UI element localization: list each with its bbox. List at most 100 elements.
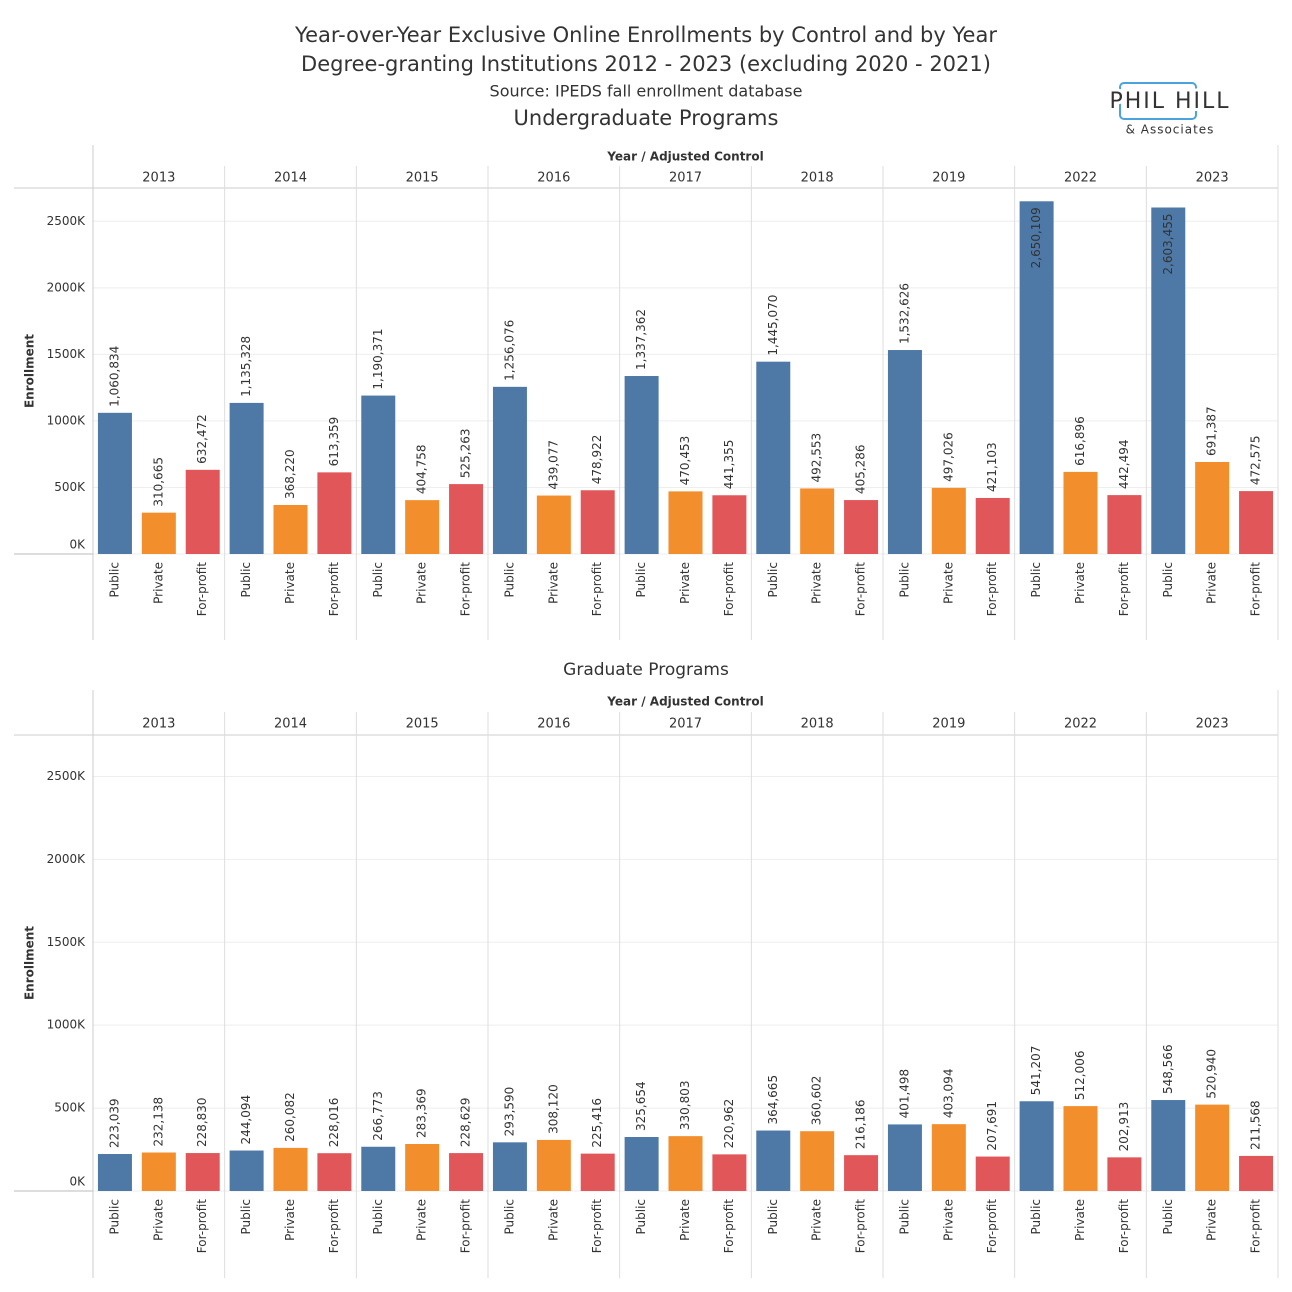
bar [1239,491,1274,554]
year-label: 2016 [537,171,570,186]
bar [536,1139,571,1191]
value-label: 632,472 [195,414,209,464]
year-label: 2022 [1064,171,1097,186]
year-label: 2018 [801,717,834,732]
x-tick-label: Public [371,1199,385,1235]
bar [1195,461,1230,554]
value-label: 1,532,626 [897,283,911,344]
value-label: 207,691 [985,1101,999,1151]
value-label: 2,650,109 [1029,207,1043,268]
y-axis-label: Enrollment [23,334,37,408]
bar [492,1142,527,1191]
value-label: 211,568 [1249,1100,1263,1150]
x-tick-label: For-profit [722,562,736,617]
value-label: 223,039 [107,1098,121,1148]
value-label: 244,094 [239,1095,253,1145]
bar [1107,495,1142,554]
value-label: 442,494 [1117,439,1131,489]
bar [1063,1106,1098,1191]
value-label: 1,190,371 [371,328,385,389]
value-label: 441,355 [722,440,736,490]
x-tick-label: Public [1161,562,1175,598]
x-tick-label: For-profit [195,1199,209,1254]
value-label: 232,138 [151,1097,165,1147]
x-tick-label: For-profit [1249,1199,1263,1254]
chart-title: Undergraduate Programs [514,106,779,130]
bar [97,412,132,554]
value-label: 260,082 [283,1092,297,1142]
x-tick-label: For-profit [1117,1199,1131,1254]
value-label: 497,026 [941,432,955,482]
bar [141,1152,176,1191]
x-tick-label: Private [1205,1199,1219,1241]
value-label: 2,603,455 [1161,214,1175,275]
bar [580,490,615,554]
x-tick-label: Public [1029,562,1043,598]
x-tick-label: For-profit [985,562,999,617]
y-tick-label: 2000K [47,852,87,866]
page-subtitle: Degree-granting Institutions 2012 - 2023… [301,52,991,76]
bar [185,1153,220,1191]
value-label: 616,896 [1073,416,1087,466]
x-tick-label: Private [941,1199,955,1241]
x-tick-label: For-profit [590,1199,604,1254]
year-label: 2019 [932,717,965,732]
bar [229,1150,264,1191]
x-tick-label: Public [634,1199,648,1235]
x-tick-label: Private [810,562,824,604]
bar [624,1137,659,1191]
value-label: 403,094 [941,1069,955,1119]
bar [800,488,835,554]
x-tick-label: Public [239,562,253,598]
page-source: Source: IPEDS fall enrollment database [490,82,803,101]
y-tick-label: 1000K [47,413,87,427]
x-tick-label: For-profit [985,1199,999,1254]
bar [1019,201,1054,554]
value-label: 202,913 [1117,1102,1131,1152]
bar [1063,471,1098,554]
bar [536,495,571,554]
value-label: 228,629 [459,1097,473,1147]
bar [1151,207,1186,554]
x-tick-label: For-profit [854,1199,868,1254]
bar [361,1146,396,1191]
x-tick-label: For-profit [722,1199,736,1254]
value-label: 216,186 [854,1100,868,1150]
value-label: 228,016 [327,1098,341,1148]
bar [1019,1101,1054,1191]
value-label: 325,654 [634,1081,648,1131]
value-label: 308,120 [546,1084,560,1134]
bar [97,1154,132,1191]
value-label: 541,207 [1029,1046,1043,1096]
bar [800,1131,835,1191]
year-label: 2014 [274,717,307,732]
value-label: 364,665 [766,1075,780,1125]
x-tick-label: Private [1205,562,1219,604]
x-tick-label: Public [897,562,911,598]
x-tick-label: Public [107,1199,121,1235]
year-label: 2023 [1196,717,1229,732]
bar [449,484,484,554]
value-label: 439,077 [546,440,560,490]
year-label: 2019 [932,171,965,186]
y-tick-label: 0K [69,1175,86,1189]
logo-frame [1119,82,1197,120]
bar [668,491,703,554]
x-tick-label: Public [502,1199,516,1235]
value-label: 225,416 [590,1098,604,1148]
value-label: 266,773 [371,1091,385,1141]
x-tick-label: For-profit [590,562,604,617]
year-label: 2018 [801,171,834,186]
year-label: 2015 [406,171,439,186]
value-label: 470,453 [678,436,692,486]
bar [317,472,352,554]
logo-tagline: & Associates [1126,123,1215,137]
bar [712,1154,747,1191]
x-tick-label: Private [415,1199,429,1241]
bar [668,1136,703,1191]
bar [449,1153,484,1191]
value-label: 1,337,362 [634,309,648,370]
year-label: 2014 [274,171,307,186]
